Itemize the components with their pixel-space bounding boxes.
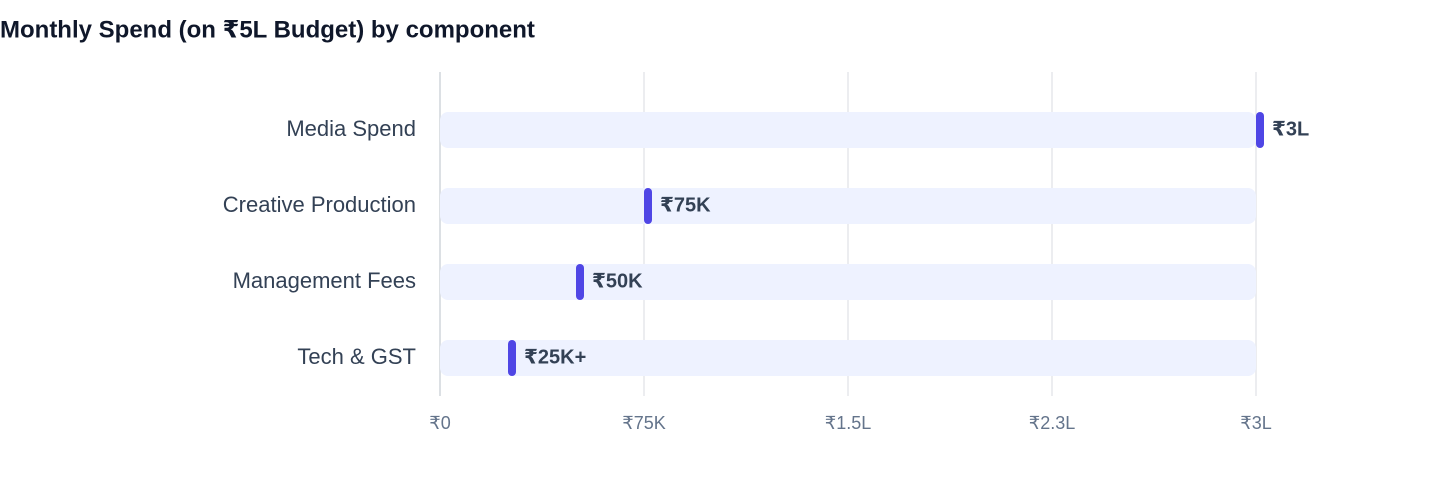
category-label: Tech & GST [297,344,416,369]
bar-marker [508,340,516,376]
x-tick-label: ₹75K [622,413,665,433]
value-label: ₹50K [592,270,643,292]
bar-marker [576,264,584,300]
x-tick-label: ₹0 [429,413,450,433]
x-tick-label: ₹1.5L [825,413,872,433]
value-label: ₹75K [660,194,711,216]
bar-track [440,188,1256,224]
bar-track [440,264,1256,300]
category-label: Media Spend [286,116,416,141]
x-tick-label: ₹3L [1240,413,1271,433]
category-label: Management Fees [233,268,416,293]
x-tick-label: ₹2.3L [1029,413,1076,433]
bar-marker [1256,112,1264,148]
bar-track [440,340,1256,376]
bar-marker [644,188,652,224]
value-label: ₹25K+ [524,346,586,368]
value-label: ₹3L [1272,118,1309,140]
category-label: Creative Production [223,192,416,217]
bar-track [440,112,1256,148]
chart-title: Monthly Spend (on ₹5L Budget) by compone… [0,16,535,43]
